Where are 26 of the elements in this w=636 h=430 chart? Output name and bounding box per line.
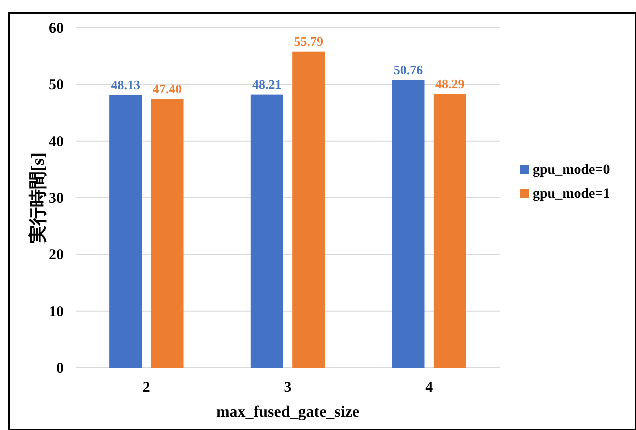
bar (110, 95, 142, 368)
x-tick-label: 2 (142, 380, 150, 396)
x-axis-title: max_fused_gate_size (216, 404, 360, 421)
x-tick-label: 3 (284, 380, 292, 396)
bar (151, 99, 184, 368)
text: 47.40 (152, 81, 182, 96)
y-tick-label: 30 (49, 191, 64, 207)
y-tick-label: 50 (49, 78, 64, 94)
text: 48.13 (111, 77, 140, 92)
bar (434, 94, 466, 368)
text: 48.21 (252, 76, 282, 92)
y-tick-label: 10 (49, 304, 64, 320)
y-tick-label: 40 (49, 134, 64, 150)
text: 48.29 (436, 76, 465, 92)
legend-label: gpu_mode=0 (533, 163, 610, 178)
y-axis-title: 実行時間[s] (28, 152, 48, 244)
y-tick-label: 60 (49, 21, 64, 37)
legend-label: gpu_mode=1 (533, 187, 610, 202)
y-tick-label: 0 (56, 361, 64, 377)
x-tick-label: 4 (426, 380, 434, 396)
text: 50.76 (394, 62, 424, 78)
bar (250, 94, 284, 368)
text: 55.79 (294, 34, 324, 49)
y-tick-label: 20 (49, 248, 64, 264)
bar (292, 52, 326, 368)
bar (392, 80, 425, 368)
